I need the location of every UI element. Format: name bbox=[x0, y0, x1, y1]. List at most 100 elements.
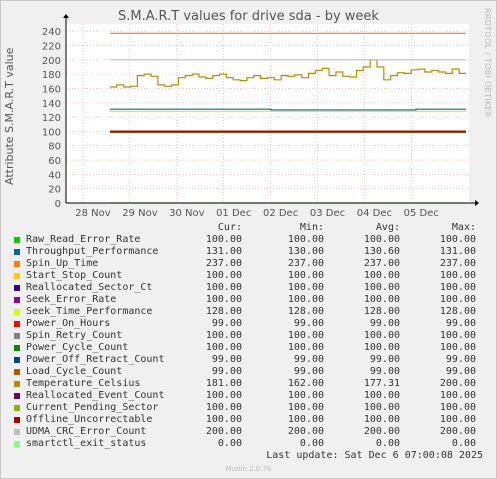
y-tick-label: 60 bbox=[48, 156, 61, 167]
legend-cur-value: 128.00 bbox=[205, 306, 242, 317]
legend-avg-value: 100.00 bbox=[363, 330, 400, 341]
legend-min-value: 200.00 bbox=[287, 426, 324, 437]
legend-header-avg: Avg: bbox=[375, 222, 400, 233]
legend-swatch bbox=[14, 261, 20, 267]
legend-min-value: 237.00 bbox=[287, 258, 324, 269]
y-tick-label: 180 bbox=[42, 70, 61, 81]
chart-title: S.M.A.R.T values for drive sda - by week bbox=[118, 9, 379, 24]
legend-swatch bbox=[14, 309, 20, 315]
legend-label: Power_Cycle_Count bbox=[26, 342, 129, 353]
legend-max-value: 200.00 bbox=[439, 426, 476, 437]
legend-cur-value: 100.00 bbox=[205, 294, 242, 305]
legend-max-value: 100.00 bbox=[439, 234, 476, 245]
legend-max-value: 99.00 bbox=[445, 354, 476, 365]
legend-min-value: 99.00 bbox=[293, 366, 324, 377]
legend-cur-value: 0.00 bbox=[217, 438, 242, 449]
legend-cur-value: 100.00 bbox=[205, 270, 242, 281]
legend-cur-value: 100.00 bbox=[205, 402, 242, 413]
legend-min-value: 162.00 bbox=[287, 378, 324, 389]
legend-swatch bbox=[14, 237, 20, 243]
legend-avg-value: 100.00 bbox=[363, 414, 400, 425]
legend-avg-value: 100.00 bbox=[363, 342, 400, 353]
legend-max-value: 200.00 bbox=[439, 378, 476, 389]
legend-avg-value: 100.00 bbox=[363, 270, 400, 281]
y-tick-label: 140 bbox=[42, 99, 61, 110]
legend-cur-value: 181.00 bbox=[205, 378, 242, 389]
legend-max-value: 100.00 bbox=[439, 270, 476, 281]
legend-swatch bbox=[14, 333, 20, 339]
legend-min-value: 100.00 bbox=[287, 342, 324, 353]
legend-swatch bbox=[14, 429, 20, 435]
y-tick-label: 200 bbox=[42, 56, 61, 67]
legend-min-value: 100.00 bbox=[287, 282, 324, 293]
legend-avg-value: 99.00 bbox=[369, 354, 400, 365]
y-tick-label: 120 bbox=[42, 113, 61, 124]
legend-avg-value: 237.00 bbox=[363, 258, 400, 269]
legend-avg-value: 100.00 bbox=[363, 390, 400, 401]
y-tick-label: 20 bbox=[48, 185, 61, 196]
legend-min-value: 100.00 bbox=[287, 414, 324, 425]
legend-avg-value: 100.00 bbox=[363, 234, 400, 245]
legend-avg-value: 100.00 bbox=[363, 294, 400, 305]
y-tick-label: 100 bbox=[42, 127, 61, 138]
legend-label: Spin_Retry_Count bbox=[26, 330, 123, 341]
y-tick-label: 240 bbox=[42, 27, 61, 38]
legend-label: Throughput_Performance bbox=[26, 246, 159, 257]
legend-swatch bbox=[14, 357, 20, 363]
legend-max-value: 237.00 bbox=[439, 258, 476, 269]
x-tick-label: 04 Dec bbox=[357, 208, 392, 219]
legend-swatch bbox=[14, 381, 20, 387]
legend-label: Offline_Uncorrectable bbox=[26, 414, 153, 425]
legend-min-value: 99.00 bbox=[293, 354, 324, 365]
plot-area bbox=[66, 24, 469, 203]
legend-max-value: 131.00 bbox=[439, 246, 476, 257]
legend-label: Seek_Time_Performance bbox=[26, 306, 153, 317]
legend-swatch bbox=[14, 441, 20, 447]
legend-min-value: 100.00 bbox=[287, 270, 324, 281]
legend-label: Raw_Read_Error_Rate bbox=[26, 234, 141, 245]
legend-label: Load_Cycle_Count bbox=[26, 366, 123, 377]
y-tick-label: 40 bbox=[48, 170, 61, 181]
legend-cur-value: 131.00 bbox=[205, 246, 242, 257]
legend-max-value: 0.00 bbox=[451, 438, 476, 449]
legend-swatch bbox=[14, 345, 20, 351]
y-axis-arrow bbox=[63, 14, 69, 18]
legend-swatch bbox=[14, 273, 20, 279]
munin-version: Munin 2.0.76 bbox=[225, 465, 272, 473]
legend-max-value: 100.00 bbox=[439, 342, 476, 353]
legend-cur-value: 99.00 bbox=[211, 354, 242, 365]
legend-cur-value: 100.00 bbox=[205, 414, 242, 425]
legend-label: Power_Off_Retract_Count bbox=[26, 354, 165, 365]
legend-cur-value: 100.00 bbox=[205, 234, 242, 245]
legend-label: Current_Pending_Sector bbox=[26, 402, 159, 413]
legend-avg-value: 100.00 bbox=[363, 282, 400, 293]
legend-avg-value: 128.00 bbox=[363, 306, 400, 317]
legend-min-value: 100.00 bbox=[287, 402, 324, 413]
legend-max-value: 99.00 bbox=[445, 366, 476, 377]
legend-max-value: 128.00 bbox=[439, 306, 476, 317]
legend-swatch bbox=[14, 369, 20, 375]
legend-min-value: 128.00 bbox=[287, 306, 324, 317]
legend-cur-value: 100.00 bbox=[205, 330, 242, 341]
series-line-temperature-celsius bbox=[110, 59, 466, 88]
y-tick-label: 160 bbox=[42, 84, 61, 95]
series-line-throughput-performance bbox=[110, 108, 466, 111]
legend-cur-value: 200.00 bbox=[205, 426, 242, 437]
y-tick-label: 0 bbox=[55, 199, 61, 210]
legend-max-value: 100.00 bbox=[439, 330, 476, 341]
x-tick-label: 05 Dec bbox=[404, 208, 439, 219]
legend-cur-value: 100.00 bbox=[205, 282, 242, 293]
legend-avg-value: 100.00 bbox=[363, 402, 400, 413]
legend-avg-value: 99.00 bbox=[369, 318, 400, 329]
legend-swatch bbox=[14, 405, 20, 411]
x-tick-label: 01 Dec bbox=[216, 208, 251, 219]
legend-swatch bbox=[14, 417, 20, 423]
legend-header-cur: Cur: bbox=[217, 222, 242, 233]
legend-cur-value: 99.00 bbox=[211, 366, 242, 377]
legend-header-max: Max: bbox=[451, 222, 476, 233]
legend-label: Reallocated_Sector_Ct bbox=[26, 282, 153, 293]
legend-max-value: 100.00 bbox=[439, 414, 476, 425]
legend-label: Seek_Error_Rate bbox=[26, 294, 117, 305]
legend-avg-value: 177.31 bbox=[363, 378, 400, 389]
legend-avg-value: 99.00 bbox=[369, 366, 400, 377]
